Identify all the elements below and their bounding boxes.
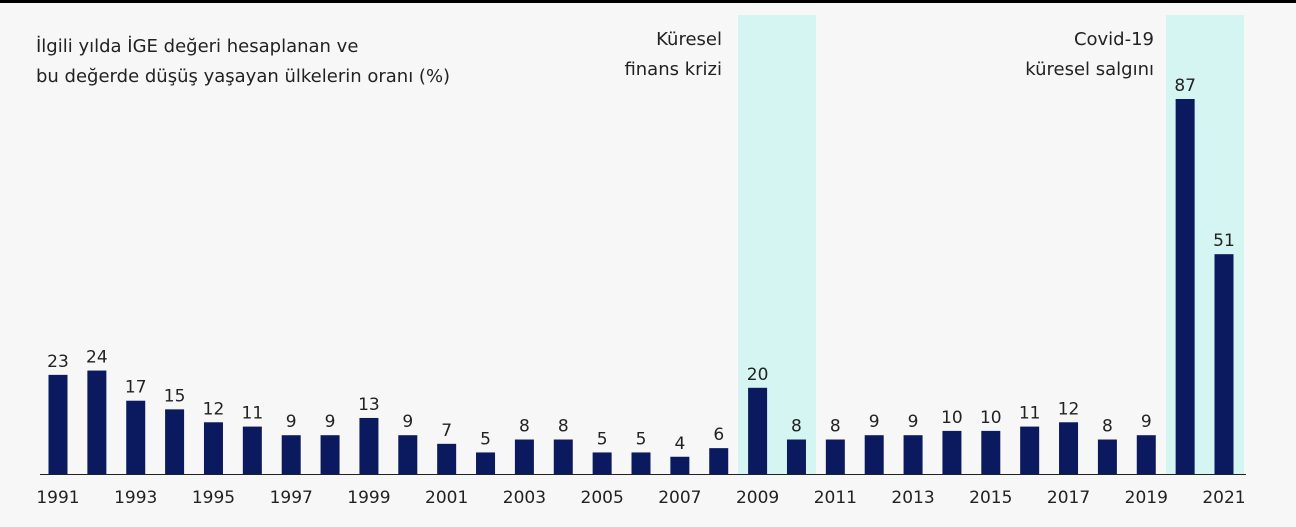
data-label: 12: [203, 399, 225, 419]
bar: [126, 400, 146, 474]
data-label: 13: [358, 395, 380, 415]
data-label: 7: [441, 421, 452, 441]
bar: [1097, 439, 1117, 474]
x-tick-label: 1999: [347, 488, 390, 508]
data-label: 8: [519, 417, 530, 437]
x-tick-label: 2007: [658, 488, 701, 508]
x-tick-label: 2019: [1125, 488, 1168, 508]
data-label: 8: [1102, 417, 1113, 437]
bar: [786, 439, 806, 474]
bar: [48, 374, 68, 474]
bar: [670, 456, 690, 474]
bar: [514, 439, 534, 474]
x-tick-label: 2005: [581, 488, 624, 508]
chart-title: İlgili yılda İGE değeri hesaplanan ve: [36, 36, 358, 57]
bar: [1214, 254, 1234, 474]
x-tick-label: 2003: [503, 488, 546, 508]
bar: [203, 422, 223, 474]
x-tick-label: 2011: [814, 488, 857, 508]
x-tick-label: 2009: [736, 488, 779, 508]
data-label: 9: [869, 412, 880, 432]
bar: [165, 409, 185, 474]
bar: [476, 452, 496, 474]
data-label: 11: [242, 404, 264, 424]
x-tick-label: 2021: [1202, 488, 1245, 508]
data-label: 51: [1213, 231, 1235, 251]
data-label: 23: [47, 352, 69, 372]
data-label: 5: [597, 429, 608, 449]
data-label: 17: [125, 378, 147, 398]
data-label: 10: [941, 408, 963, 428]
data-label: 87: [1174, 76, 1196, 96]
x-tick-label: 2013: [891, 488, 934, 508]
bar: [1136, 435, 1156, 474]
x-tick-label: 1995: [192, 488, 235, 508]
data-label: 5: [480, 429, 491, 449]
bar: [592, 452, 612, 474]
data-label: 15: [164, 386, 186, 406]
bar: [825, 439, 845, 474]
bar: [359, 417, 379, 474]
data-label: 9: [325, 412, 336, 432]
x-tick-label: 1997: [270, 488, 313, 508]
data-label: 9: [402, 412, 413, 432]
bar: [903, 435, 923, 474]
bar: [437, 443, 457, 474]
data-label: 20: [747, 365, 769, 385]
data-label: 8: [830, 417, 841, 437]
data-label: 8: [791, 417, 802, 437]
chart-title: bu değerde düşüş yaşayan ülkelerin oranı…: [36, 66, 450, 87]
data-label: 5: [636, 429, 647, 449]
data-label: 4: [674, 434, 685, 454]
x-tick-label: 1991: [36, 488, 79, 508]
annotation: finans krizi: [624, 59, 722, 80]
bar: [242, 426, 262, 474]
bar: [320, 435, 340, 474]
annotation: Covid-19: [1074, 29, 1154, 50]
bar: [1175, 99, 1195, 474]
data-label: 11: [1019, 404, 1041, 424]
data-label: 8: [558, 417, 569, 437]
bar: [748, 387, 768, 474]
bar: [553, 439, 573, 474]
data-label: 9: [286, 412, 297, 432]
data-label: 6: [713, 425, 724, 445]
bar: [281, 435, 301, 474]
data-label: 9: [908, 412, 919, 432]
bar: [981, 430, 1001, 474]
x-tick-label: 2015: [969, 488, 1012, 508]
bar: [398, 435, 418, 474]
data-label: 9: [1141, 412, 1152, 432]
bar: [87, 370, 107, 474]
x-tick-label: 2017: [1047, 488, 1090, 508]
bar: [942, 430, 962, 474]
bar: [1020, 426, 1040, 474]
data-label: 24: [86, 348, 108, 368]
top-rule: [0, 0, 1296, 3]
data-label: 10: [980, 408, 1002, 428]
bar: [631, 452, 651, 474]
data-label: 12: [1058, 399, 1080, 419]
bar: [864, 435, 884, 474]
bar: [709, 448, 729, 474]
annotation: Küresel: [656, 29, 722, 50]
annotation: küresel salgını: [1025, 59, 1154, 80]
x-tick-label: 1993: [114, 488, 157, 508]
bar: [1059, 422, 1079, 474]
x-tick-label: 2001: [425, 488, 468, 508]
